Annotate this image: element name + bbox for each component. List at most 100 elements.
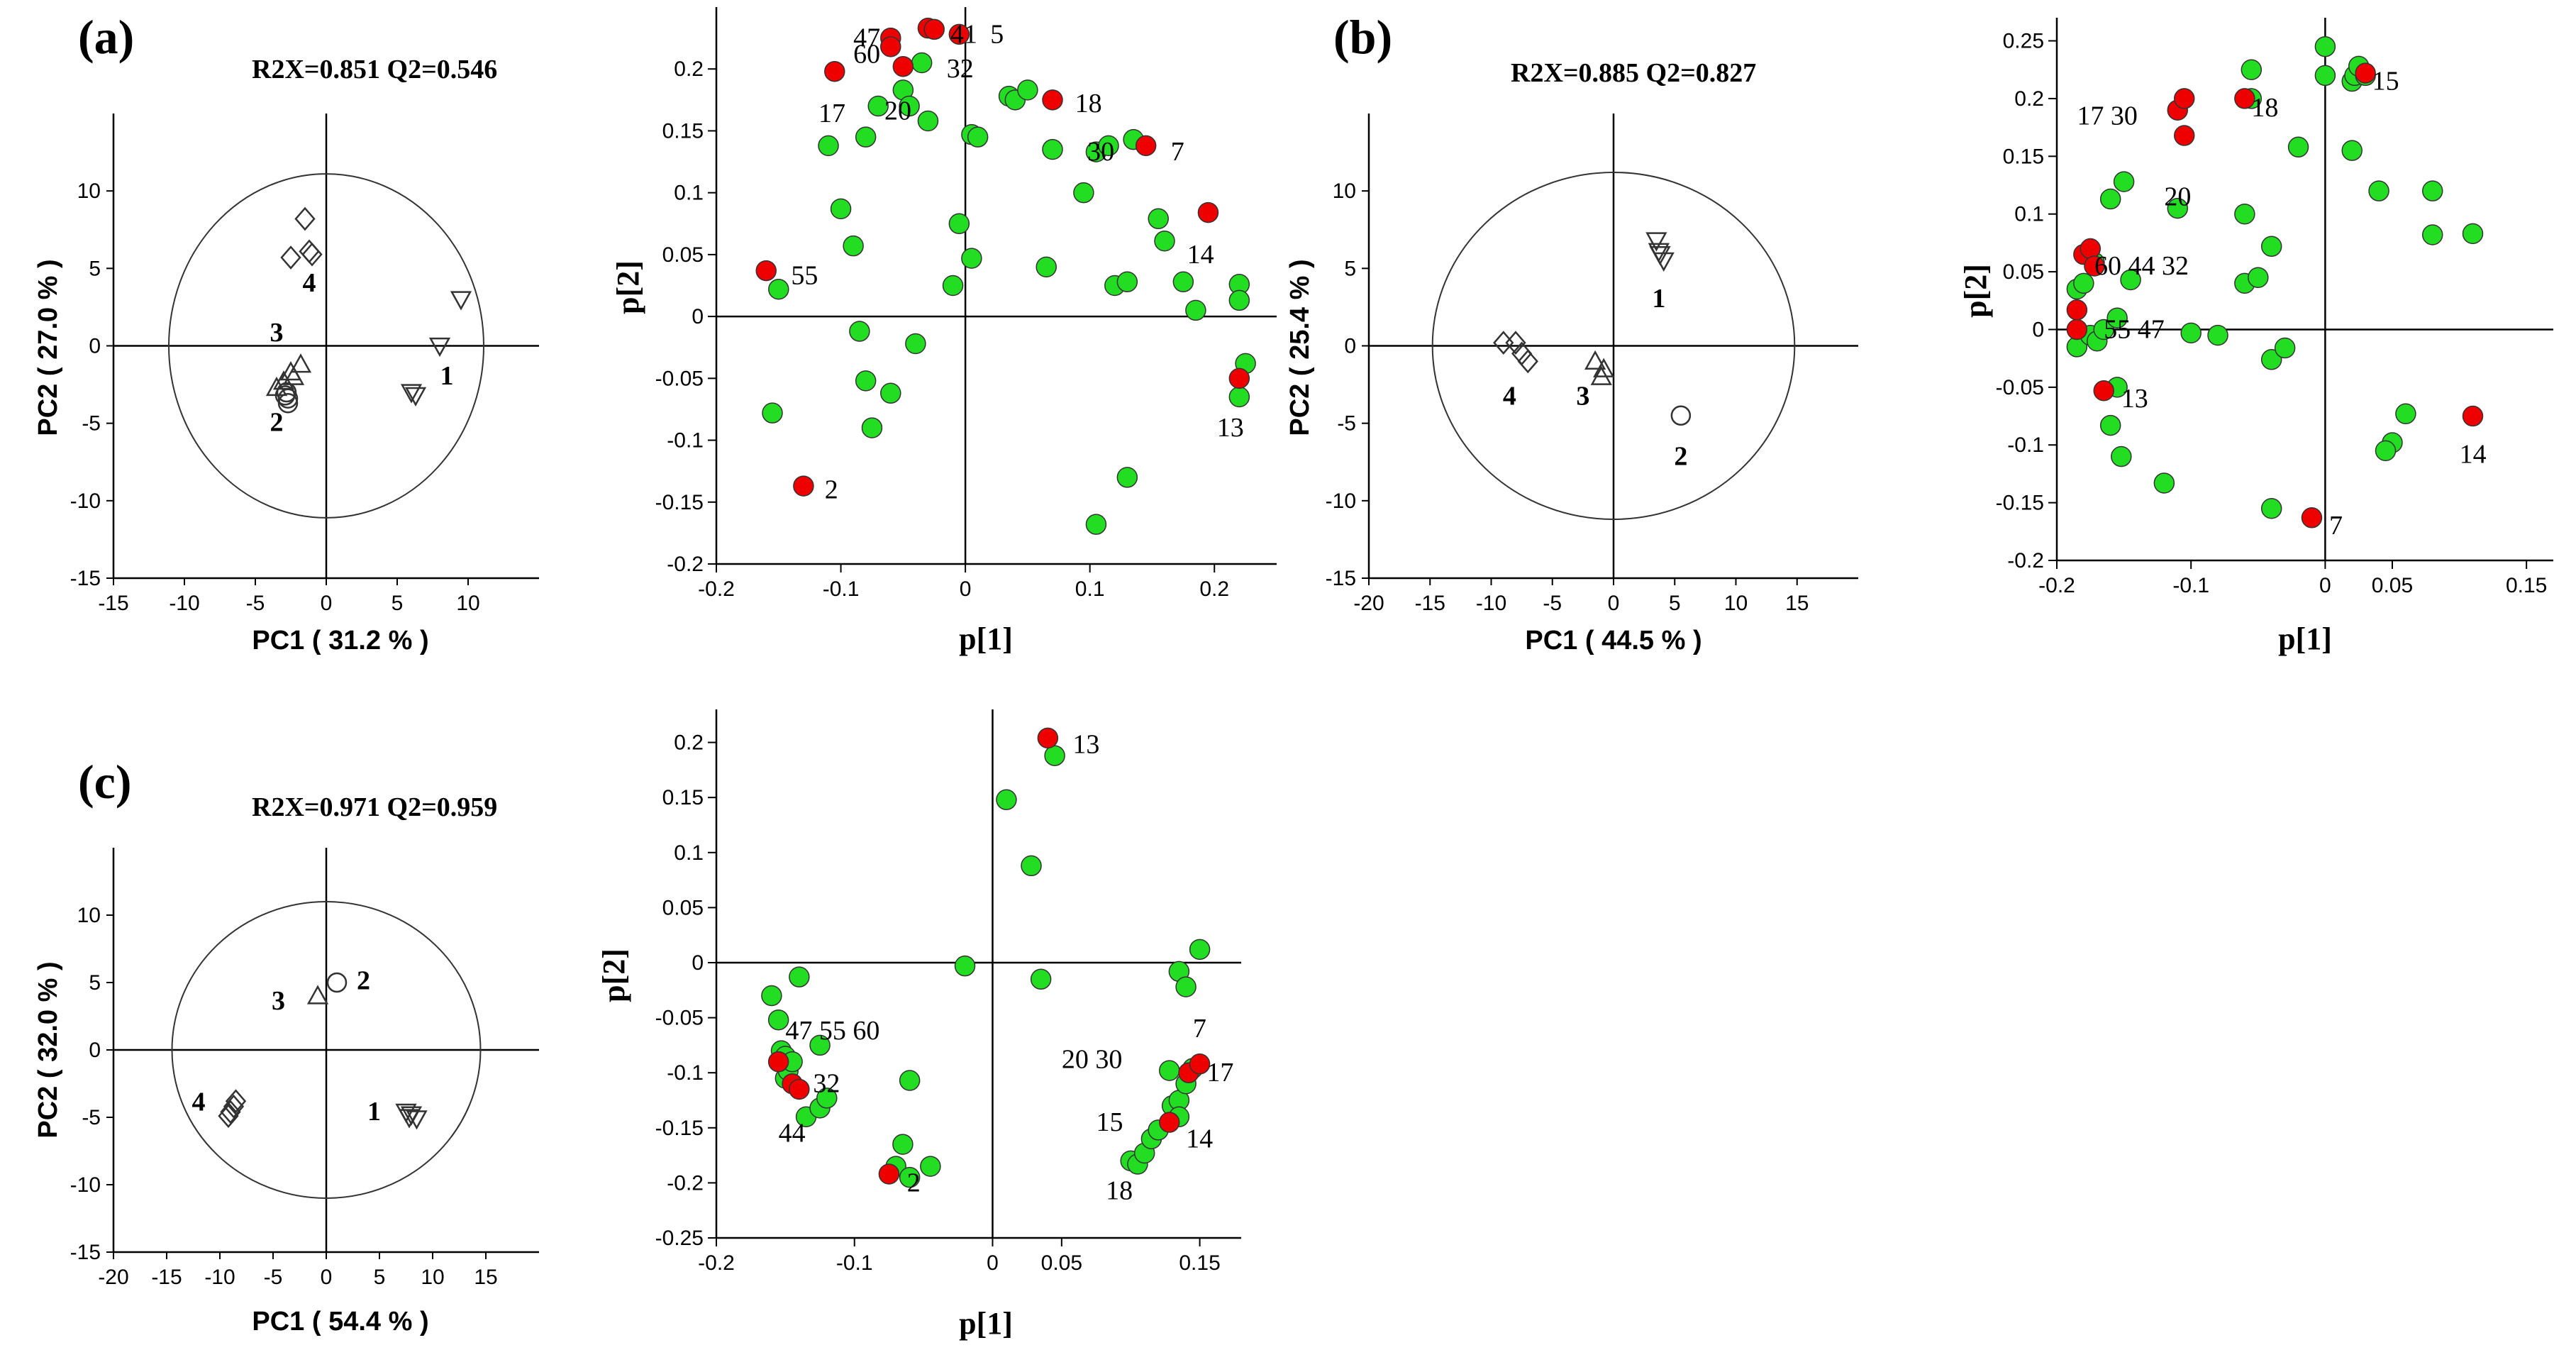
vip-point — [2093, 380, 2114, 402]
vip-point — [1042, 89, 1063, 111]
loading-point — [2248, 267, 2269, 288]
x-axis-title: p[1] — [959, 621, 1013, 656]
vip-point — [824, 60, 845, 82]
group-4-point — [294, 206, 316, 231]
point-label: 14 — [1187, 240, 1214, 270]
y-tick-label: 0 — [692, 951, 704, 975]
loading-point — [2099, 414, 2121, 436]
loading-point — [1185, 299, 1206, 321]
loading-point — [1044, 745, 1065, 766]
y-tick-label: 0.2 — [674, 57, 704, 81]
vip-point — [1228, 367, 1250, 389]
y-tick-label: 10 — [77, 179, 101, 203]
y-tick-label: -0.05 — [1996, 376, 2044, 399]
loading-point — [1228, 386, 1250, 408]
loading-point — [2113, 171, 2135, 192]
group-label: 3 — [1576, 381, 1589, 411]
group-4-point — [225, 1089, 247, 1114]
point-label: 7 — [1171, 137, 1184, 167]
point-label: 55 47 — [2104, 314, 2165, 344]
loading-point — [1042, 138, 1063, 160]
vip-point — [1037, 727, 1059, 749]
vip-point — [892, 55, 914, 77]
x-tick-label: -0.1 — [823, 577, 860, 601]
x-tick-label: -5 — [246, 592, 265, 615]
group-3-point — [306, 985, 329, 1005]
loading-point — [942, 275, 964, 297]
y-tick-label: 0.1 — [674, 182, 704, 205]
loading-point — [961, 248, 982, 269]
group-label: 4 — [303, 268, 316, 298]
y-tick-label: -0.15 — [655, 1117, 704, 1140]
x-tick-label: 10 — [456, 592, 479, 615]
y-tick-label: -5 — [82, 412, 101, 436]
point-label: 18 — [2251, 93, 2278, 123]
loading-point — [1085, 514, 1107, 535]
group-label: 1 — [440, 361, 454, 391]
y-tick-label: -0.2 — [667, 1171, 704, 1195]
group-1-point — [428, 337, 451, 358]
x-tick-label: 0.05 — [2372, 574, 2413, 597]
y-tick-label: -15 — [1326, 567, 1356, 590]
y-tick-label: 0.15 — [2003, 145, 2044, 168]
point-label: 17 30 — [2077, 101, 2138, 131]
group-1-point — [450, 291, 472, 311]
x-tick-label: -0.2 — [2038, 574, 2075, 597]
loading-point — [1228, 289, 1250, 311]
group-4-point — [218, 1104, 239, 1128]
loading-point — [2111, 446, 2132, 467]
loading-point — [2234, 203, 2255, 225]
x-axis-title: p[1] — [2278, 621, 2332, 656]
loading-point — [849, 321, 870, 342]
y-tick-label: 0.05 — [2003, 260, 2044, 284]
loading-point — [1030, 968, 1052, 990]
point-label: 32 — [813, 1069, 840, 1099]
loading-point — [809, 1034, 831, 1056]
model-stats: R2X=0.851 Q2=0.546 — [252, 55, 497, 84]
y-tick-label: 0 — [89, 335, 101, 358]
loading-point — [1036, 256, 1057, 278]
y-tick-label: 5 — [89, 971, 101, 995]
group-4-point — [1493, 331, 1514, 355]
x-axis-title: PC1 ( 44.5 % ) — [1525, 626, 1701, 655]
loading-point — [843, 235, 864, 257]
vip-point — [1189, 1053, 1211, 1075]
point-label: 14 — [1186, 1124, 1213, 1153]
loading-point — [2120, 269, 2141, 291]
group-label: 2 — [357, 966, 370, 996]
group-1-point — [1645, 232, 1667, 252]
x-tick-label: 0 — [321, 592, 333, 615]
x-tick-label: -0.2 — [698, 577, 735, 601]
point-label: 13 — [2121, 384, 2148, 414]
panel-a_scores: -15 -10 -5 0 5 10 -15 -10 -5 0 5 10 PC1 ( 31.2 % ) PC… — [33, 10, 539, 655]
loading-point — [899, 1070, 921, 1091]
group-label: 4 — [192, 1088, 206, 1117]
group-3-point — [272, 370, 295, 390]
group-label: 4 — [1503, 381, 1516, 411]
y-axis-title: PC2 ( 27.0 % ) — [33, 259, 63, 436]
y-tick-label: 0.05 — [662, 243, 704, 267]
y-tick-label: -15 — [70, 1241, 101, 1264]
x-tick-label: 0.1 — [1075, 577, 1105, 601]
y-tick-label: 0 — [2032, 318, 2044, 341]
point-label: 15 — [1097, 1107, 1123, 1137]
vip-point — [2355, 62, 2376, 84]
loading-point — [996, 789, 1017, 811]
loading-point — [1116, 271, 1138, 293]
y-axis-title: p[2] — [596, 948, 631, 1002]
y-tick-label: 0 — [1344, 335, 1356, 358]
vip-point — [2301, 507, 2323, 529]
y-axis-title: p[2] — [1958, 264, 1993, 318]
x-tick-label: 0.05 — [1041, 1251, 1082, 1275]
loading-point — [2287, 136, 2309, 158]
y-tick-label: -10 — [70, 1173, 101, 1197]
loading-point — [2093, 319, 2114, 341]
loading-point — [2421, 224, 2443, 245]
loading-point — [1021, 855, 1042, 877]
loading-point — [2180, 322, 2202, 344]
loading-point — [855, 370, 877, 392]
x-tick-label: -15 — [151, 1266, 182, 1289]
loading-point — [892, 1134, 914, 1155]
group-label: 3 — [270, 318, 284, 348]
